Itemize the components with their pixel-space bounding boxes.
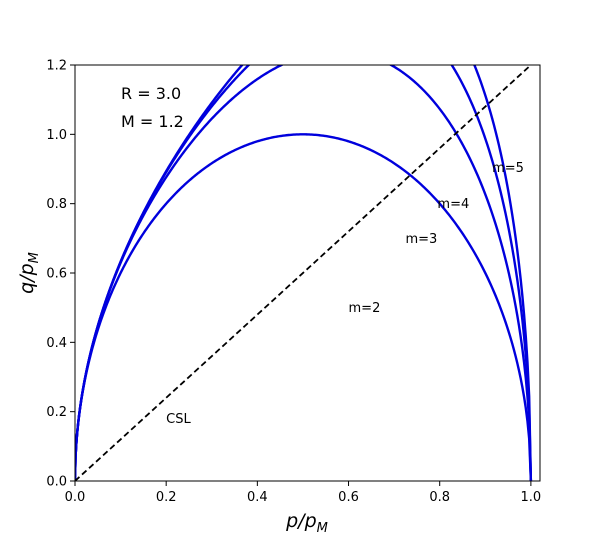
x-axis-title: p/pM <box>285 510 328 536</box>
annotation-r: R = 3.0 <box>121 84 181 103</box>
y-axis-title: q/pM <box>16 252 42 294</box>
series-line-m-5 <box>75 65 533 481</box>
series-label-csl: CSL <box>166 412 191 427</box>
series-label-m-4: m=4 <box>437 197 469 212</box>
y-tick-label: 0.6 <box>46 267 67 282</box>
x-tick-label: 0.2 <box>156 490 177 505</box>
annotation-m: M = 1.2 <box>121 112 184 131</box>
series-line-csl <box>75 65 533 481</box>
y-tick-label: 0.2 <box>46 405 67 420</box>
y-tick-label: 1.2 <box>46 59 67 74</box>
x-tick-label: 0.6 <box>338 490 359 505</box>
x-tick-label: 0.4 <box>247 490 268 505</box>
y-tick-label: 0.8 <box>46 197 67 212</box>
series-label-m-3: m=3 <box>406 232 438 247</box>
series-line-m-2 <box>75 133 533 481</box>
x-tick-label: 0.0 <box>65 490 86 505</box>
plot-frame <box>74 64 541 482</box>
y-tick-label: 1.0 <box>46 128 67 143</box>
x-tick-label: 1.0 <box>521 490 542 505</box>
series-label-m-5: m=5 <box>492 161 524 176</box>
x-tick-label: 0.8 <box>429 490 450 505</box>
y-tick-label: 0.0 <box>46 475 67 490</box>
series-label-m-2: m=2 <box>349 301 381 316</box>
y-axis-title-sub: M <box>27 252 42 263</box>
plot-area: m=2 m=3 m=4 m=5 CSL <box>75 65 533 481</box>
y-tick-label: 0.4 <box>46 336 67 351</box>
y-axis-title-main: q/p <box>16 263 38 294</box>
x-axis-title-sub: M <box>317 521 328 536</box>
x-axis-title-main: p/p <box>285 510 317 532</box>
axis-ticks: 0.0 0.2 0.4 0.6 0.8 1.0 0.0 0.2 0.4 0.6 0.8 1.0 1.2 <box>46 59 541 506</box>
